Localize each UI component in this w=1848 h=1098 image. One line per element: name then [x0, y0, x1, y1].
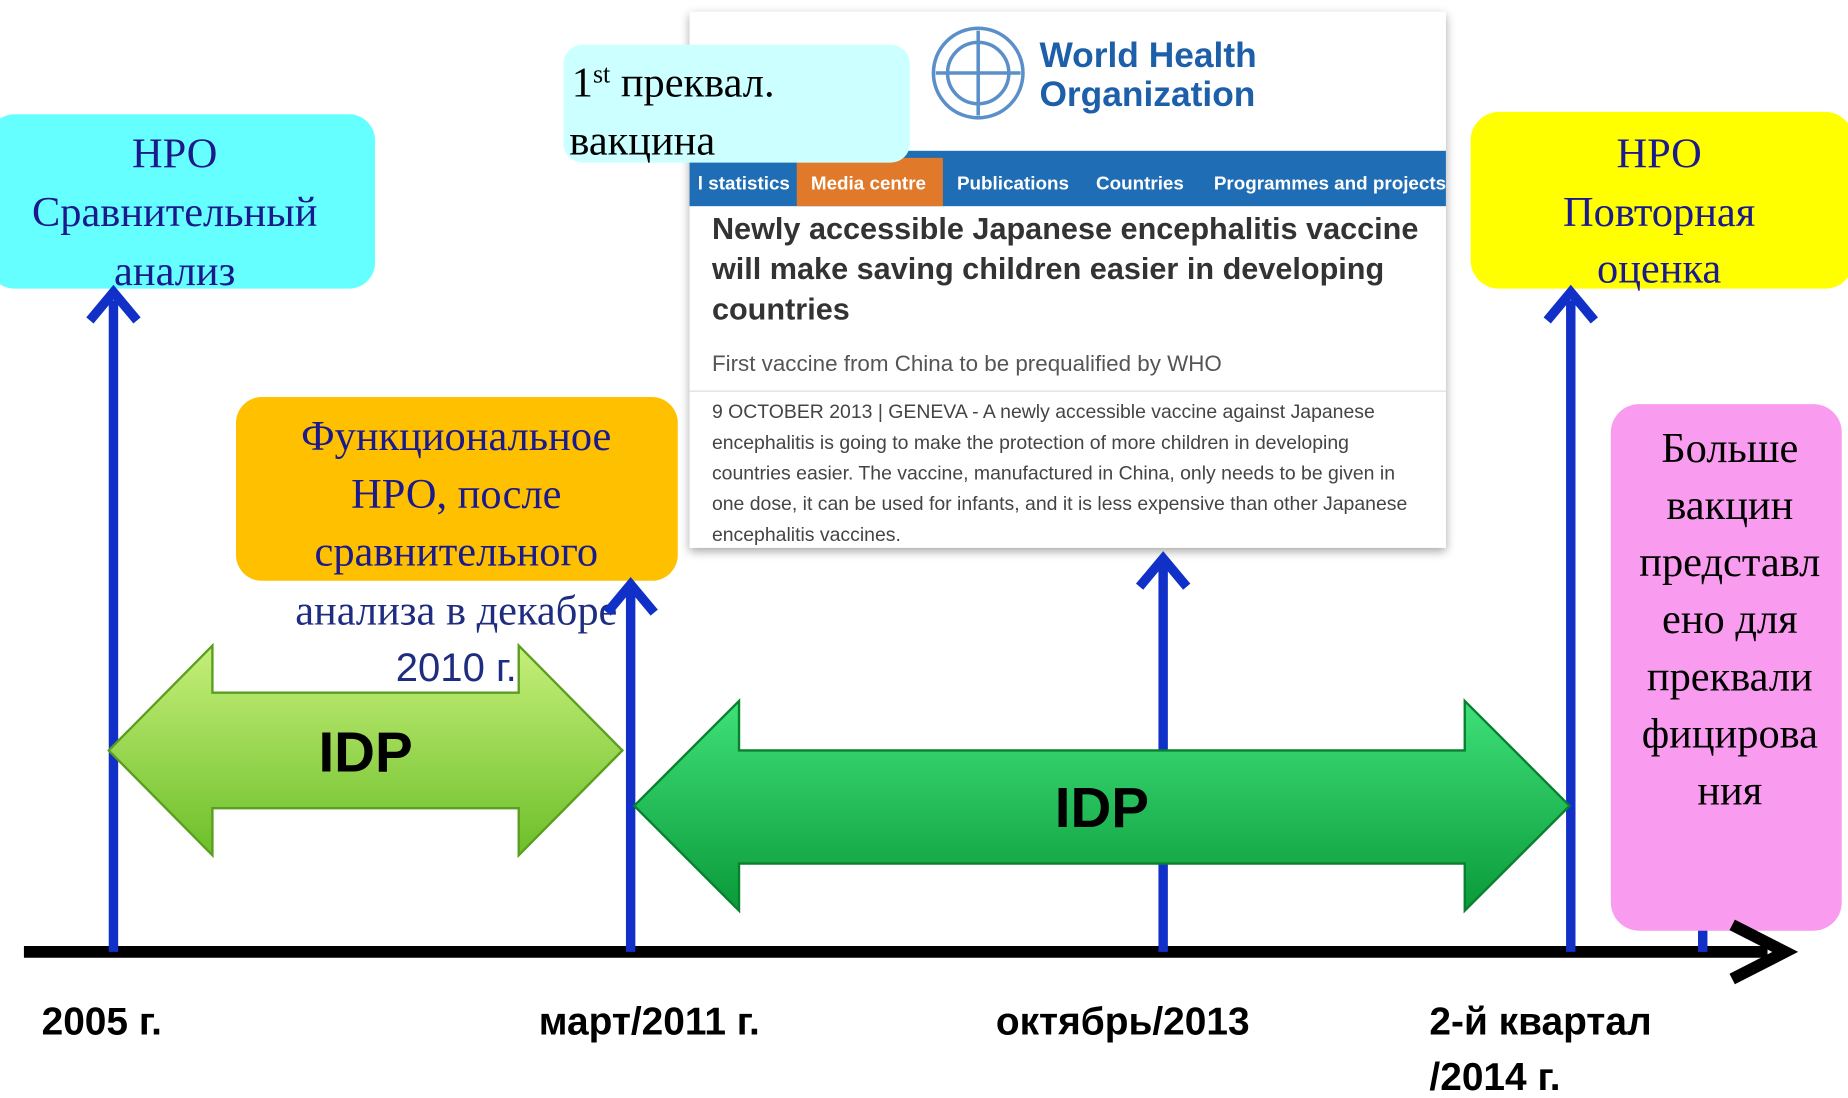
box-text: сравнительного: [315, 528, 599, 575]
box-text: анализ: [114, 248, 235, 295]
box-functional: [235, 397, 678, 581]
body-text: countries easier. The vaccine, manufactu…: [712, 462, 1395, 484]
nav-item[interactable]: Countries: [1096, 173, 1184, 194]
box-text: Функциональное: [301, 413, 611, 460]
body-text: 9 OCTOBER 2013 | GENEVA - A newly access…: [712, 401, 1375, 423]
box-text: Повторная: [1563, 189, 1755, 236]
v-arrowhead: [603, 576, 658, 616]
axis-arrowhead: [1729, 919, 1799, 985]
vertical-arrows: [86, 284, 1708, 952]
nav-item[interactable]: Media centre: [811, 173, 926, 194]
box-more: [1610, 404, 1842, 931]
v-arrowhead: [1135, 551, 1191, 590]
headline: countries: [712, 292, 850, 326]
box-text: анализа в декабре: [295, 587, 617, 634]
date-label: 2005 г.: [42, 1000, 162, 1043]
body-text: encephalitis vaccines.: [712, 524, 901, 546]
box-text: 1st преквал.: [572, 59, 775, 106]
box-reassessment: [1470, 111, 1848, 289]
nav-item[interactable]: Publications: [957, 173, 1069, 194]
box-text: вакцин: [1666, 482, 1793, 529]
date-label: /2014 г.: [1429, 1056, 1560, 1098]
date-label: октябрь/2013: [996, 1000, 1250, 1043]
body-text: encephalitis is going to make the protec…: [712, 432, 1349, 454]
box-text: 2010 г.: [396, 646, 517, 690]
box-text: ния: [1697, 768, 1762, 815]
headline: Newly accessible Japanese encephalitis v…: [712, 212, 1418, 246]
nav-active: [796, 157, 943, 207]
headline: will make saving children easier in deve…: [711, 252, 1384, 286]
box-text: Больше: [1661, 425, 1798, 472]
box-text: преквал.: [610, 60, 774, 107]
idp-arrow: [107, 642, 625, 859]
date-label: 2-й квартал: [1429, 1000, 1651, 1043]
box-text: 1: [572, 60, 593, 107]
box-text: НРО: [132, 130, 217, 177]
box-text: ено для: [1662, 596, 1798, 643]
box-text: фицирова: [1642, 711, 1818, 758]
box-more-text: Больше вакцин представл ено для преквали фици…: [1639, 425, 1820, 815]
who-emblem: [931, 26, 1025, 120]
superscript: st: [593, 59, 611, 88]
v-arrowhead: [86, 284, 141, 324]
box-text: вакцина: [569, 117, 715, 164]
box-text: Сравнительный: [32, 189, 317, 236]
nav-item[interactable]: l statistics: [698, 173, 790, 194]
box-first: [563, 44, 910, 163]
box-text: НРО, после: [351, 471, 561, 518]
date-label: март/2011 г.: [539, 1000, 760, 1043]
idp-label: IDP: [1055, 776, 1149, 839]
box-text: оценка: [1597, 246, 1721, 293]
box-text: представл: [1639, 539, 1820, 586]
logo-text: World Health: [1039, 36, 1256, 75]
subtitle: First vaccine from China to be prequalif…: [712, 351, 1222, 376]
idp-arrow: [632, 698, 1572, 914]
v-arrowhead: [1543, 284, 1598, 324]
box-text: преквали: [1647, 653, 1813, 700]
idp-label: IDP: [318, 721, 412, 784]
box-comparative: [0, 114, 375, 289]
nav-item[interactable]: Programmes and projects: [1214, 173, 1446, 194]
logo-text: Organization: [1039, 75, 1255, 114]
box-text: НРО: [1616, 130, 1701, 177]
body-text: one dose, it can be used for infants, an…: [712, 493, 1407, 515]
